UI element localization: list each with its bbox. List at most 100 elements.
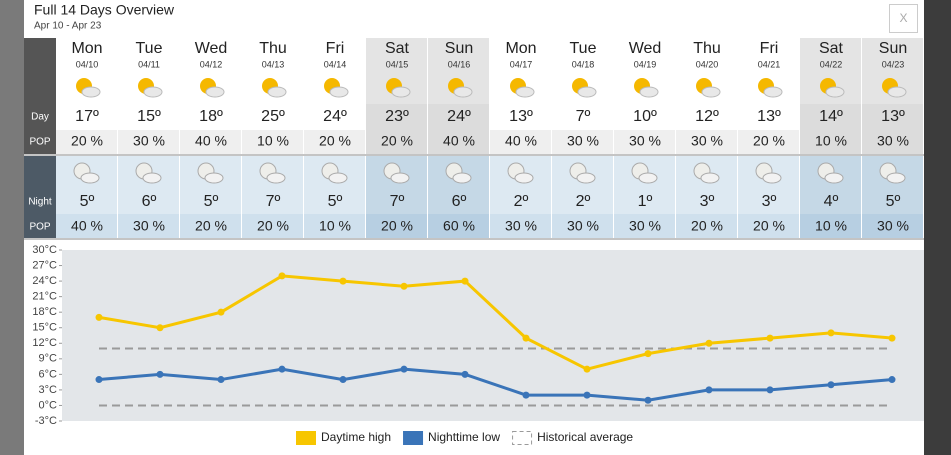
cell-bg — [180, 130, 241, 154]
legend-swatch — [403, 431, 424, 445]
night-pop: 20 % — [691, 218, 723, 234]
close-button[interactable] — [889, 4, 918, 33]
day-name: Mon — [505, 40, 536, 57]
cell-bg — [428, 190, 489, 214]
row-label: POP — [29, 137, 50, 148]
weather-icon — [825, 86, 845, 98]
series-line — [98, 367, 893, 402]
data-point — [644, 396, 652, 404]
day-name: Tue — [136, 40, 163, 57]
cell-bg — [304, 130, 365, 154]
cell-bg — [862, 130, 923, 154]
night-pop: 20 % — [381, 218, 413, 234]
weather-icon — [453, 86, 473, 98]
weather-icon — [515, 86, 535, 98]
day-temp: 13º — [881, 108, 905, 125]
weather-icon — [81, 86, 101, 98]
y-tick-label: 24°C — [32, 275, 57, 287]
cell-bg — [552, 214, 613, 238]
day-temp: 23º — [385, 108, 409, 125]
day-pop: 30 % — [629, 133, 661, 149]
day-name: Tue — [570, 40, 597, 57]
cell-bg — [242, 130, 303, 154]
cell-bg — [614, 38, 675, 66]
data-point — [766, 334, 774, 342]
weather-icon — [887, 86, 907, 98]
day-temp: 13º — [757, 108, 781, 125]
day-pop: 30 % — [691, 133, 723, 149]
cell-bg — [366, 190, 427, 214]
data-point — [278, 272, 286, 280]
day-pop: 20 % — [753, 133, 785, 149]
y-tick-label: 18°C — [32, 306, 57, 318]
data-point — [217, 376, 225, 384]
cell-bg — [180, 38, 241, 66]
day-pop: 30 % — [567, 133, 599, 149]
cell-bg — [304, 214, 365, 238]
data-point — [583, 365, 591, 373]
data-point — [339, 376, 347, 384]
day-pop: 40 % — [195, 133, 227, 149]
day-date: 04/13 — [262, 59, 285, 69]
cell-bg — [366, 130, 427, 154]
cell-bg — [490, 214, 551, 238]
cell-bg — [552, 190, 613, 214]
y-tick-label: 6°C — [39, 368, 58, 380]
cell-bg — [614, 190, 675, 214]
cell-bg — [676, 130, 737, 154]
y-tick-label: -3°C — [35, 415, 57, 427]
cell-bg — [490, 104, 551, 130]
cell-bg — [118, 190, 179, 214]
data-point — [705, 339, 713, 347]
data-point — [583, 391, 591, 399]
cell-bg — [56, 104, 117, 130]
y-tick-label: 0°C — [39, 399, 58, 411]
data-point — [461, 277, 469, 285]
cell-bg — [676, 214, 737, 238]
day-date: 04/22 — [820, 59, 843, 69]
day-name: Sun — [879, 40, 907, 57]
cell-bg — [738, 38, 799, 66]
cell-bg — [180, 214, 241, 238]
day-date: 04/14 — [324, 59, 347, 69]
cell-bg — [800, 38, 861, 66]
night-temp: 4º — [824, 193, 839, 210]
day-temp: 18º — [199, 108, 223, 125]
cell-bg — [614, 214, 675, 238]
cell-bg — [366, 104, 427, 130]
cell-bg — [242, 214, 303, 238]
close-label[interactable]: X — [899, 11, 907, 25]
weather-icon — [391, 86, 411, 98]
day-name: Fri — [326, 40, 345, 57]
night-pop: 30 % — [629, 218, 661, 234]
day-temp: 12º — [695, 108, 719, 125]
cell-bg — [428, 38, 489, 66]
cell-bg — [242, 104, 303, 130]
day-temp: 25º — [261, 108, 285, 125]
y-tick-label: 21°C — [32, 291, 57, 303]
cell-bg — [180, 190, 241, 214]
night-pop: 30 % — [877, 218, 909, 234]
day-temp: 13º — [509, 108, 533, 125]
cell-bg — [552, 104, 613, 130]
backdrop — [924, 0, 951, 455]
data-point — [461, 370, 469, 378]
cell-bg — [304, 190, 365, 214]
cell-bg — [304, 38, 365, 66]
data-point — [95, 313, 103, 321]
legend-label: Nighttime low — [428, 430, 500, 444]
weather-icon — [267, 86, 287, 98]
cell-bg — [552, 130, 613, 154]
day-pop: 10 % — [257, 133, 289, 149]
day-name: Thu — [259, 40, 287, 57]
data-point — [522, 391, 530, 399]
night-temp: 7º — [266, 193, 281, 210]
weather-icon — [266, 172, 286, 184]
cell-bg — [428, 214, 489, 238]
cell-bg — [428, 130, 489, 154]
day-name: Sat — [819, 40, 844, 57]
day-temp: 14º — [819, 108, 843, 125]
backdrop — [0, 0, 24, 455]
